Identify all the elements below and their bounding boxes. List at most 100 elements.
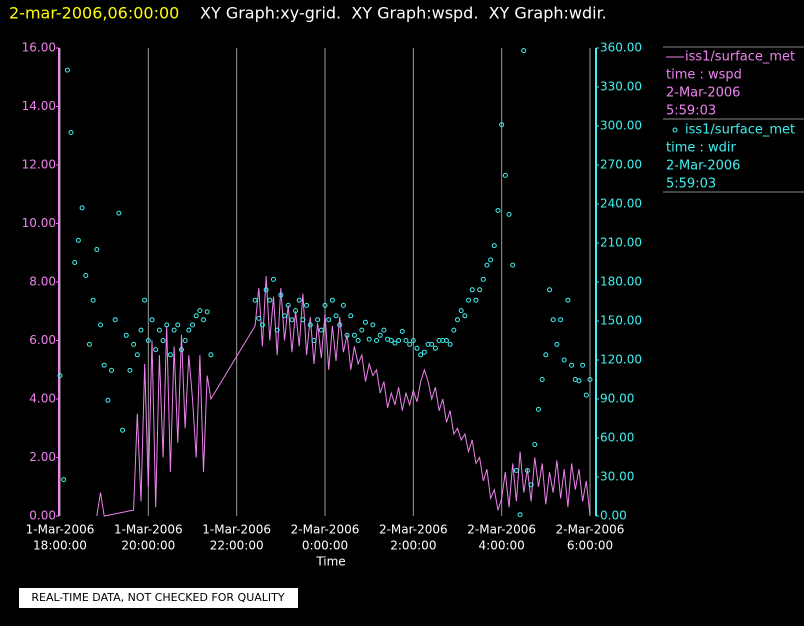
wdir-point (455, 317, 460, 323)
wdir-point (322, 302, 328, 308)
wdir-point (315, 317, 321, 323)
wdir-point (337, 322, 343, 328)
wdir-point (259, 322, 265, 328)
wdir-point (521, 48, 527, 54)
y-tick-label: 12.00 (22, 158, 56, 172)
wdir-point (392, 340, 398, 346)
wdir-point (502, 172, 508, 178)
wdir-point (469, 287, 475, 293)
wdir-point (388, 338, 394, 343)
wdir-point (418, 352, 424, 358)
wdir-point (289, 317, 295, 323)
y2-tick-label: 60.00 (600, 431, 634, 445)
legend-detail: time : wdir (666, 141, 737, 156)
wdir-point (97, 322, 103, 328)
y-tick-label: 0.00 (29, 509, 56, 523)
y2-tick-label: 210.00 (600, 236, 642, 250)
wdir-point (539, 377, 545, 382)
wdir-point (499, 122, 505, 128)
y2-tick-label: 270.00 (600, 158, 642, 172)
wdir-point (252, 297, 258, 303)
graph-list: XY Graph:xy-grid. XY Graph:wspd. XY Grap… (200, 4, 607, 23)
x-tick-label: 2-Mar-2006 (467, 523, 536, 537)
x-tick-label: 1-Mar-2006 (114, 523, 183, 537)
wdir-point (333, 313, 339, 319)
wdir-point (285, 302, 291, 308)
wdir-point (466, 297, 472, 303)
y-tick-label: 6.00 (29, 333, 56, 347)
wdir-point (263, 287, 269, 293)
legend-detail: 5:59:03 (666, 104, 716, 119)
x-tick-label: 6:00:00 (567, 539, 613, 553)
wdir-point (517, 512, 523, 518)
x-tick-label: 1-Mar-2006 (202, 523, 271, 537)
wdir-point (399, 328, 405, 334)
wdir-point (318, 327, 324, 333)
wdir-point (558, 317, 564, 323)
wdir-point (116, 210, 122, 216)
footer-box (19, 588, 298, 608)
wdir-point (377, 332, 383, 338)
wdir-point (569, 362, 575, 368)
wdir-point (421, 349, 427, 355)
legend-marker (672, 127, 678, 133)
wdir-point (351, 332, 357, 338)
wdir-point (576, 378, 582, 384)
wdir-point (90, 297, 96, 303)
wspd-line (96, 276, 591, 517)
x-tick-label: 20:00:00 (121, 539, 175, 553)
y-tick-label: 4.00 (29, 392, 56, 406)
wdir-point (204, 309, 210, 315)
wdir-point (410, 338, 416, 343)
wdir-point (587, 377, 593, 382)
wdir-point (105, 397, 111, 403)
wdir-point (535, 406, 541, 412)
wdir-point (407, 341, 413, 347)
legend-detail: 2-Mar-2006 (666, 86, 740, 101)
wdir-point (311, 338, 317, 343)
wdir-point (131, 341, 137, 347)
wdir-point (156, 327, 162, 333)
legend-detail: time : wspd (666, 68, 742, 83)
x-tick-label: 2-Mar-2006 (291, 523, 360, 537)
wdir-point (528, 482, 534, 488)
wdir-point (75, 237, 81, 243)
wdir-point (300, 317, 306, 323)
x-axis-label: Time (315, 555, 345, 569)
legend-name: iss1/surface_met (685, 50, 795, 65)
wdir-point (580, 362, 586, 368)
wdir-point (112, 317, 118, 323)
wdir-point (366, 336, 372, 342)
wdir-point (186, 327, 192, 333)
y2-tick-label: 150.00 (600, 314, 642, 328)
footer-note: REAL-TIME DATA, NOT CHECKED FOR QUALITY (31, 591, 285, 604)
wdir-point (293, 308, 299, 314)
wdir-point (414, 345, 420, 351)
wdir-point (458, 308, 464, 314)
wdir-point (473, 297, 479, 303)
y2-tick-label: 0.00 (600, 509, 627, 523)
wdir-point (145, 338, 151, 343)
wdir-point (340, 302, 346, 308)
y2-tick-label: 30.00 (600, 470, 634, 484)
wdir-point (561, 357, 567, 363)
wdir-point (443, 338, 449, 343)
x-tick-label: 0:00:00 (302, 539, 348, 553)
wdir-point (274, 327, 280, 333)
wdir-point (432, 345, 438, 351)
wdir-point (477, 287, 483, 293)
legend-detail: 2-Mar-2006 (666, 159, 740, 174)
x-tick-label: 22:00:00 (210, 539, 264, 553)
wdir-point (362, 319, 368, 325)
wdir-point (480, 276, 486, 282)
wdir-point (278, 292, 284, 298)
x-tick-label: 2:00:00 (390, 539, 436, 553)
y2-tick-label: 90.00 (600, 392, 634, 406)
wdir-point (86, 341, 92, 347)
wdir-point (178, 347, 184, 353)
wdir-point (193, 313, 199, 319)
wdir-point (484, 262, 490, 268)
wdir-point (304, 302, 310, 308)
wdir-point (127, 367, 133, 373)
timestamp: 2-mar-2006,06:00:00 (9, 4, 179, 23)
